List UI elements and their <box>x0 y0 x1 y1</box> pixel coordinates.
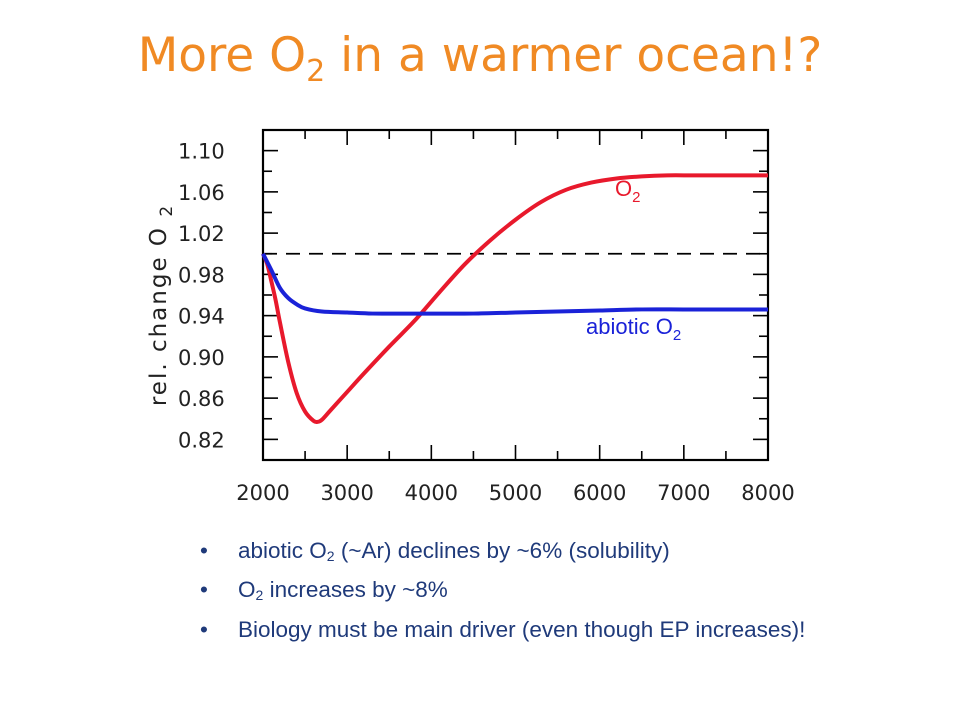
y-axis-label-text: rel. change O <box>146 226 172 406</box>
x-tick-label: 8000 <box>741 481 794 505</box>
bullet-subscript: 2 <box>255 587 264 604</box>
bullet-text: Biology must be main driver (even though… <box>238 616 806 642</box>
x-tick-labels: 2000 3000 4000 5000 6000 7000 8000 <box>236 481 794 505</box>
x-tick-label: 3000 <box>320 481 373 505</box>
title-subscript: 2 <box>306 54 326 89</box>
x-tick-label: 6000 <box>573 481 626 505</box>
y-axis-label: rel. change O 2 <box>146 204 177 406</box>
x-tick-label: 5000 <box>489 481 542 505</box>
o2-series-line <box>261 173 768 425</box>
abiotic-o2-series-line <box>261 252 768 316</box>
axis-ticks <box>262 129 769 460</box>
slide-title: More O2 in a warmer ocean!? <box>0 28 960 87</box>
abiotic-o2-series-label: abiotic O2 <box>586 314 681 344</box>
x-tick-label: 2000 <box>236 481 289 505</box>
y-tick-label: 0.94 <box>178 305 225 329</box>
bullet-subscript: 2 <box>326 548 335 564</box>
y-tick-label: 0.98 <box>178 263 225 287</box>
y-axis-label-subscript: 2 <box>157 204 177 217</box>
y-tick-label: 0.82 <box>178 428 225 452</box>
series-lines <box>261 173 768 425</box>
bullet-item: abiotic O2 (~Ar) declines by ~6% (solubi… <box>200 536 900 567</box>
title-text-after: in a warmer ocean!? <box>325 28 823 83</box>
series-labels: O2 abiotic O2 <box>586 176 681 344</box>
plot-frame <box>261 128 770 462</box>
title-text-before: More O <box>137 28 307 83</box>
x-tick-label: 4000 <box>405 481 458 505</box>
o2-series-label: O2 <box>615 176 640 206</box>
bullet-list: abiotic O2 (~Ar) declines by ~6% (solubi… <box>200 536 900 654</box>
y-tick-label: 1.06 <box>178 181 225 205</box>
bullet-text: abiotic O <box>238 538 327 563</box>
bullet-text: (~Ar) declines by ~6% (solubility) <box>334 538 670 563</box>
y-tick-label: 0.90 <box>178 346 225 370</box>
bullet-text: increases by ~8% <box>263 577 448 603</box>
x-tick-label: 7000 <box>657 481 710 505</box>
y-tick-label: 0.86 <box>178 387 225 411</box>
bullet-item: O2 increases by ~8% <box>200 575 900 606</box>
y-tick-label: 1.10 <box>178 140 225 164</box>
bullet-text: O <box>238 577 256 603</box>
bullet-item: Biology must be main driver (even though… <box>200 615 900 646</box>
o2-change-chart: 1.10 1.06 1.02 0.98 0.94 0.90 0.86 0.82 2000 300… <box>146 128 795 505</box>
y-tick-label: 1.02 <box>178 222 225 246</box>
y-tick-labels: 1.10 1.06 1.02 0.98 0.94 0.90 0.86 0.82 <box>178 140 225 453</box>
